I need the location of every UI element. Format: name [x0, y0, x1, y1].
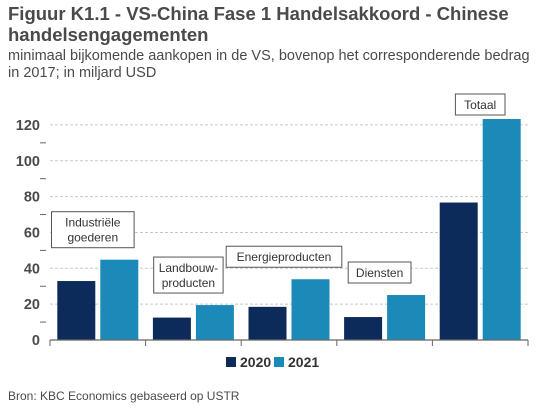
- legend-label-2021: 2021: [288, 354, 319, 370]
- category-label-box: [153, 256, 224, 294]
- category-label-text: Landbouw-: [159, 261, 218, 275]
- y-tick-label: 20: [24, 297, 40, 313]
- source-note: Bron: KBC Economics gebaseerd op USTR: [8, 389, 240, 403]
- category-label-text: Energieproducten: [237, 250, 332, 264]
- bar-2020-1: [57, 281, 96, 340]
- y-tick-label: 60: [24, 225, 40, 241]
- chart-subtitle: minimaal bijkomende aankopen in de VS, b…: [8, 48, 530, 81]
- bar-2021-4: [387, 295, 426, 340]
- category-label-text: goederen: [67, 231, 118, 245]
- legend: 2020 2021: [226, 354, 319, 370]
- category-label-text: Diensten: [356, 266, 403, 280]
- y-tick-label: 80: [24, 190, 40, 206]
- category-label-text: Totaal: [464, 98, 496, 112]
- y-tick-label: 0: [32, 333, 40, 349]
- bar-2020-2: [152, 317, 191, 340]
- bar-2020-3: [248, 306, 287, 340]
- y-axis-ticks: 0 20 40 60 80 100 120: [16, 118, 46, 349]
- category-label-text: Industriële: [65, 216, 121, 230]
- category-label-box: [225, 245, 343, 268]
- bars: [57, 119, 521, 341]
- bar-2020-5: [439, 202, 478, 340]
- y-tick-label: 40: [24, 261, 40, 277]
- legend-swatch-2020: [226, 357, 236, 367]
- bar-2020-4: [344, 317, 383, 340]
- x-axis: [49, 339, 529, 346]
- bar-2021-5: [482, 119, 521, 341]
- category-label-5: Totaal: [454, 93, 506, 116]
- category-label-text: producten: [162, 276, 215, 290]
- category-label-box: [454, 93, 506, 116]
- y-tick-label: 120: [16, 118, 40, 134]
- bar-2021-3: [291, 279, 330, 340]
- bar-2021-2: [195, 305, 234, 340]
- bar-2021-1: [100, 259, 139, 340]
- category-label-2: Landbouw-producten: [153, 256, 224, 294]
- category-label-box: [51, 211, 135, 249]
- legend-label-2020: 2020: [240, 354, 271, 370]
- category-label-3: Energieproducten: [225, 245, 343, 268]
- legend-swatch-2021: [274, 357, 284, 367]
- category-label-box: [347, 261, 412, 284]
- y-tick-label: 100: [16, 154, 40, 170]
- category-label-4: Diensten: [347, 261, 412, 284]
- chart-title: Figuur K1.1 - VS-China Fase 1 Handelsakk…: [8, 3, 509, 45]
